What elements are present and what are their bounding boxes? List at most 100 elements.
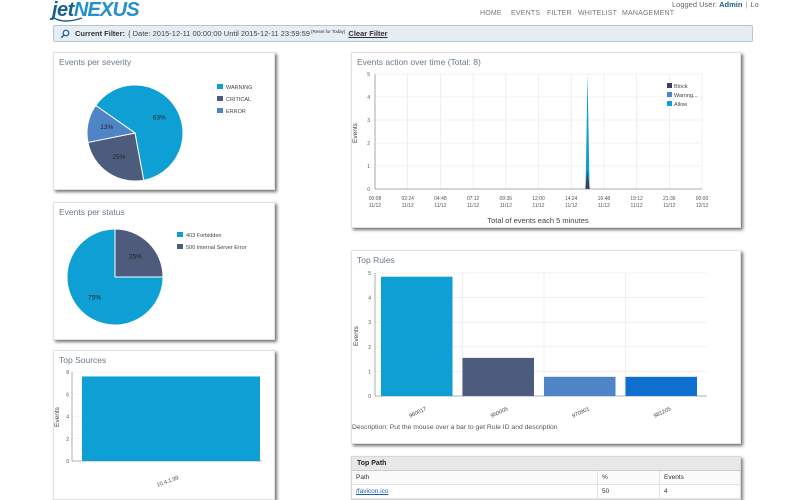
rules-y-tick-label: 2	[368, 345, 371, 351]
status-legend-swatch	[177, 232, 183, 237]
top-rules-description: Description: Put the mouse over a bar to…	[352, 424, 558, 431]
timeline-x-tick-label: 21:36	[663, 196, 676, 202]
status-slice	[114, 228, 164, 278]
timeline-x-tick-label: 14:24	[565, 196, 578, 202]
status-legend-swatch	[177, 244, 183, 249]
logo-text-nexus: NEXUS	[73, 0, 140, 21]
timeline-legend-swatch	[667, 101, 672, 106]
timeline-x-tick-label: 00:00	[696, 196, 709, 202]
rules-bar	[544, 376, 616, 396]
rules-x-tick-label: 981205	[653, 406, 672, 419]
timeline-x-tick-label: 04:48	[434, 196, 447, 202]
column-header-events[interactable]: Events	[664, 474, 684, 481]
sources-x-tick-label: 10.4.1.99	[156, 475, 180, 488]
timeline-x-tick-date: 11/12	[631, 203, 643, 209]
nav-home[interactable]: HOME	[480, 10, 502, 17]
events-over-time-chart: 01234500:0811/1202:2411/1204:4811/1207:1…	[352, 72, 709, 225]
column-header-path[interactable]: Path	[352, 471, 598, 484]
top-path-table: Top Path Path % Events /favicon.ico 50 4	[351, 456, 741, 500]
severity-legend-label: ERROR	[226, 109, 246, 115]
sources-y-tick-label: 0	[66, 459, 69, 465]
rules-bar	[381, 276, 453, 396]
status-legend-label: 500 Internal Server Error	[186, 245, 247, 251]
timeline-x-tick-date: 11/12	[467, 203, 479, 209]
path-link[interactable]: /favicon.ico	[356, 488, 389, 495]
sources-y-tick-label: 6	[66, 392, 69, 398]
top-sources-panel: Top Sources 0 2 4 6 8 10.4.1.99 Events	[53, 350, 275, 500]
timeline-x-tick-label: 09:36	[500, 196, 513, 202]
sources-y-axis-label: Events	[54, 406, 61, 427]
timeline-legend-swatch	[667, 83, 672, 88]
timeline-x-tick-label: 07:12	[467, 196, 480, 202]
severity-legend-label: CRITICAL	[226, 97, 251, 103]
nav-events[interactable]: EVENTS	[511, 10, 541, 17]
status-slice-label: 25%	[129, 254, 142, 261]
timeline-x-tick-label: 00:08	[369, 196, 382, 202]
status-pie-chart: 75% 25% 403 Forbidden 500 Internal Server E…	[66, 228, 247, 326]
rules-y-tick-label: 4	[368, 296, 371, 302]
logout-link[interactable]: Lo	[750, 0, 759, 9]
status-title: Events per status	[59, 207, 125, 217]
table-row: /favicon.ico 50 4	[352, 485, 740, 499]
rules-bar	[462, 357, 534, 396]
nav-management[interactable]: MANAGEMENT	[622, 10, 675, 17]
logo-swoosh-icon	[53, 17, 83, 22]
timeline-x-tick-date: 11/12	[663, 203, 675, 209]
header: jet NEXUS HOME EVENTS FILTER WHITELIST MA…	[0, 0, 800, 24]
timeline-x-tick-date: 12/12	[696, 203, 709, 209]
severity-slice	[94, 84, 184, 181]
user-separator: |	[745, 0, 748, 9]
timeline-legend-label: Block	[674, 84, 688, 90]
current-filter-label: Current Filter:	[75, 29, 126, 38]
top-rules-panel: Top Rules 0 1 2 3 4 5 960017 950005 970901 981205…	[351, 250, 741, 444]
timeline-y-axis-label: Events	[352, 122, 359, 143]
severity-slice-label: 13%	[100, 124, 113, 131]
top-path-title: Top Path	[352, 457, 740, 471]
rules-y-tick-label: 1	[368, 369, 371, 375]
sources-y-tick-label: 4	[66, 415, 69, 421]
timeline-x-tick-label: 02:24	[401, 196, 414, 202]
current-filter-value: { Date: 2015-12-11 00:00:00 Until 2015-1…	[128, 29, 310, 38]
severity-slice-label: 25%	[112, 154, 125, 161]
timeline-x-tick-date: 11/12	[532, 203, 544, 209]
timeline-y-tick-label: 0	[367, 187, 370, 193]
table-header-row: Path % Events	[352, 471, 740, 485]
severity-legend-swatch	[217, 108, 223, 113]
jetnexus-logo[interactable]: jet NEXUS	[52, 0, 140, 22]
severity-legend-swatch	[217, 96, 223, 101]
timeline-x-axis-label: Total of events each 5 minutes	[487, 216, 589, 225]
current-filter-bar: Current Filter: { Date: 2015-12-11 00:00…	[53, 25, 753, 42]
clear-filter-link[interactable]: Clear Filter	[348, 29, 388, 38]
events-over-time-title: Events action over time (Total: 8)	[357, 57, 481, 67]
sources-y-tick-label: 8	[66, 370, 69, 376]
column-header-percent[interactable]: %	[598, 471, 660, 484]
status-slice-label: 75%	[88, 294, 101, 301]
sources-y-tick-label: 2	[66, 437, 69, 443]
timeline-y-tick-label: 3	[367, 118, 370, 124]
rules-y-axis-label: Events	[353, 325, 360, 346]
timeline-y-tick-label: 1	[367, 164, 370, 170]
logo-text-jet: jet	[52, 0, 74, 21]
reset-today-link[interactable]: (Reset for Today)	[310, 29, 346, 34]
rules-x-tick-label: 950005	[490, 406, 509, 419]
severity-slice	[86, 104, 137, 144]
timeline-x-tick-label: 16:48	[598, 196, 611, 202]
timeline-legend-label: Warnng...	[674, 93, 698, 99]
severity-title: Events per severity	[59, 57, 132, 67]
status-slice	[66, 228, 164, 326]
timeline-allow-spike	[585, 74, 590, 189]
events-over-time-panel: Events action over time (Total: 8) 0 1 2 3 4…	[351, 52, 741, 228]
severity-legend-swatch	[217, 84, 223, 89]
rules-y-tick-label: 0	[368, 394, 371, 400]
rules-x-tick-label: 960017	[408, 406, 427, 419]
timeline-y-tick-label: 4	[367, 95, 370, 101]
severity-panel: Events per severity 63% 25% 13% WARNING CRIT…	[53, 52, 275, 190]
sources-bar	[82, 376, 260, 461]
nav-filter[interactable]: FILTER	[547, 10, 572, 17]
nav-whitelist[interactable]: WHITELIST	[578, 10, 618, 17]
status-legend-label: 403 Forbidden	[186, 233, 221, 239]
logged-user-label: Logged User:	[672, 0, 718, 9]
timeline-block-area	[585, 170, 590, 189]
timeline-x-tick-label: 12:00	[532, 196, 545, 202]
user-info: Logged User: Admin | Lo	[672, 0, 759, 9]
